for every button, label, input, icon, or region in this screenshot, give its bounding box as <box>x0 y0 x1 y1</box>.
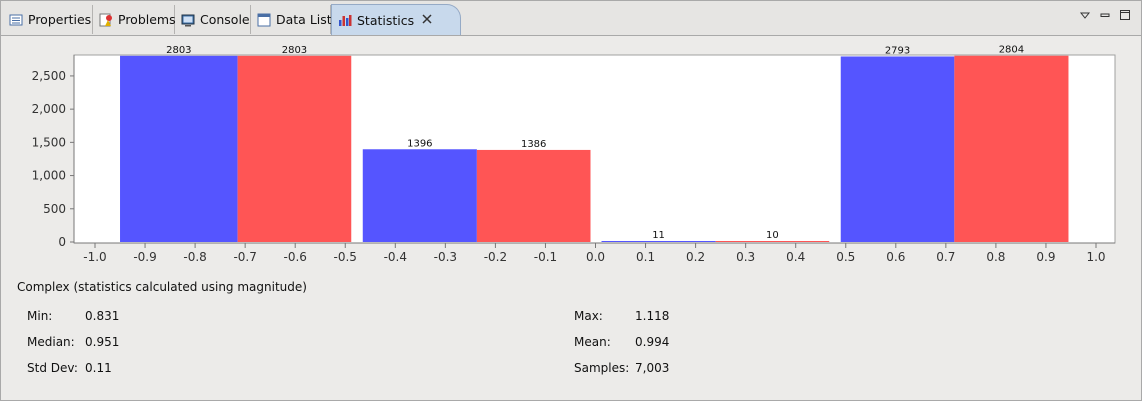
y-tick-label: 1,000 <box>32 169 66 183</box>
x-tick-label: -0.1 <box>534 250 557 264</box>
tab-label: Console <box>200 12 250 27</box>
view-tab-bar: Properties Problems Console Data List St… <box>1 1 1141 36</box>
view-menu-icon[interactable] <box>1079 9 1091 21</box>
x-tick-label: 0.6 <box>886 250 905 264</box>
samples-value: 7,003 <box>635 361 670 375</box>
x-tick-label: -0.7 <box>233 250 256 264</box>
y-tick-label: 2,000 <box>32 102 66 116</box>
tab-properties[interactable]: Properties <box>3 5 93 34</box>
x-tick-label: 0.7 <box>936 250 955 264</box>
x-tick-label: 0.2 <box>686 250 705 264</box>
mean-value: 0.994 <box>635 335 670 349</box>
bar-value-label: 1396 <box>407 138 432 149</box>
tab-statistics[interactable]: Statistics <box>331 4 461 35</box>
view-controls <box>1079 9 1131 21</box>
tab-label: Statistics <box>357 12 415 28</box>
tab-label: Problems <box>118 12 176 27</box>
statistics-content: 2803 2803 1396 1386 11 10 2793 2804 0 500 1,000 1,… <box>1 36 1141 400</box>
bar-value-label: 1386 <box>521 139 546 150</box>
x-tick-label: 0.1 <box>636 250 655 264</box>
min-value: 0.831 <box>85 309 120 323</box>
properties-icon <box>9 13 23 27</box>
x-tick-label: 0.3 <box>736 250 755 264</box>
x-tick-label: 0.8 <box>986 250 1005 264</box>
x-tick-label: -0.2 <box>484 250 507 264</box>
histogram-bar <box>840 56 955 243</box>
y-tick-label: 0 <box>58 235 66 249</box>
x-tick-label: -0.3 <box>434 250 457 264</box>
y-tick-label: 1,500 <box>32 135 66 149</box>
histogram-bar <box>237 55 352 242</box>
histogram-bar <box>362 149 477 242</box>
median-label: Median: <box>27 335 75 349</box>
bar-value-label: 2803 <box>282 45 307 56</box>
bar-value-label: 11 <box>652 230 665 241</box>
tab-console[interactable]: Console <box>175 5 251 34</box>
min-label: Min: <box>27 309 53 323</box>
statistics-icon <box>338 13 352 27</box>
tab-label: Properties <box>28 12 92 27</box>
max-value: 1.118 <box>635 309 670 323</box>
median-value: 0.951 <box>85 335 120 349</box>
samples-label: Samples: <box>574 361 630 375</box>
std-dev-label: Std Dev: <box>27 361 78 375</box>
histogram-bar <box>601 241 716 242</box>
mean-label: Mean: <box>574 335 611 349</box>
x-tick-label: 0.4 <box>786 250 805 264</box>
x-tick-label: -1.0 <box>83 250 106 264</box>
x-tick-label: -0.5 <box>334 250 357 264</box>
tab-problems[interactable]: Problems <box>93 5 176 34</box>
maximize-icon[interactable] <box>1119 9 1131 21</box>
x-tick-label: -0.8 <box>183 250 206 264</box>
bar-value-label: 2803 <box>166 45 191 56</box>
x-tick-label: 1.0 <box>1086 250 1105 264</box>
histogram-bar <box>954 55 1069 242</box>
x-tick-label: -0.4 <box>384 250 407 264</box>
tab-label: Data List <box>276 12 332 27</box>
close-icon[interactable] <box>422 13 432 27</box>
max-label: Max: <box>574 309 603 323</box>
bar-value-label: 2793 <box>885 45 910 56</box>
x-tick-label: 0.0 <box>586 250 605 264</box>
bar-value-label: 10 <box>766 230 779 241</box>
histogram-chart: 2803 2803 1396 1386 11 10 2793 2804 0 500 1,000 1,… <box>32 45 1116 264</box>
minimize-icon[interactable] <box>1099 9 1111 21</box>
y-tick-label: 2,500 <box>32 69 66 83</box>
data-list-icon <box>257 13 271 27</box>
x-tick-label: 0.5 <box>836 250 855 264</box>
histogram-bar <box>476 149 591 242</box>
x-tick-label: -0.6 <box>283 250 306 264</box>
histogram-bar <box>120 55 238 242</box>
problems-icon <box>99 13 113 27</box>
y-tick-label: 500 <box>43 202 66 216</box>
x-tick-label: 0.9 <box>1036 250 1055 264</box>
console-icon <box>181 13 195 27</box>
stats-title: Complex (statistics calculated using mag… <box>17 280 307 294</box>
histogram-bar <box>715 241 830 242</box>
bar-value-label: 2804 <box>999 45 1024 56</box>
std-dev-value: 0.11 <box>85 361 112 375</box>
tab-data-list[interactable]: Data List <box>251 5 332 34</box>
x-tick-label: -0.9 <box>133 250 156 264</box>
